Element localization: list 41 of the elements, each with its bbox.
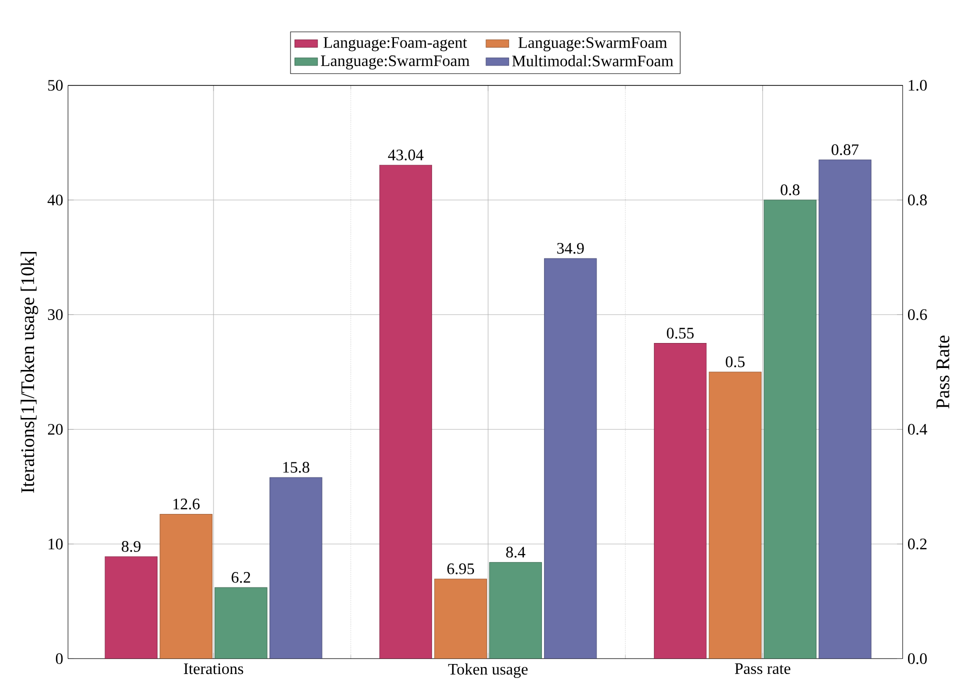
legend-label: Language:Foam-agent (324, 37, 468, 52)
x-tick-label: Iterations (184, 663, 244, 674)
legend-label: Language:SwarmFoam (320, 55, 470, 70)
y2-tick-label: 0.4 (908, 424, 928, 435)
data-label: 12.6 (173, 498, 200, 510)
bar (379, 164, 432, 659)
data-label: 34.9 (557, 242, 584, 254)
data-label: 6.2 (232, 572, 250, 583)
y2-tick-label: 0.0 (908, 653, 927, 664)
y-tick-label: 40 (48, 194, 63, 206)
bar (104, 556, 158, 659)
data-label: 15.8 (283, 462, 310, 473)
data-label: 8.4 (506, 546, 526, 558)
y2-tick-label: 0.2 (908, 538, 927, 550)
x-tick-label: Pass rate (734, 663, 790, 674)
y-tick-label: 50 (48, 80, 63, 91)
bar (544, 258, 597, 659)
y2-tick-label: 1.0 (908, 80, 927, 91)
bar (434, 578, 487, 659)
bar (489, 562, 542, 659)
y2-tick-label: 0.6 (908, 309, 927, 320)
data-label: 0.87 (832, 144, 859, 156)
data-label: 0.55 (666, 328, 694, 339)
data-label: 0.5 (726, 356, 745, 368)
data-label: 43.04 (388, 150, 424, 160)
bar (160, 514, 212, 659)
bar (214, 587, 268, 659)
y-tick-label: 0 (56, 653, 63, 664)
legend-label: Language:SwarmFoam (518, 37, 668, 52)
y-tick-label: 10 (48, 538, 63, 550)
bar (270, 477, 322, 659)
data-label: 8.9 (122, 541, 140, 552)
y-tick-label: 20 (48, 424, 63, 435)
y-tick-label: 30 (48, 309, 63, 320)
legend-label: Multimodal:SwarmFoam (512, 55, 674, 66)
y2-tick-label: 0.8 (908, 194, 927, 206)
y-axis-title: Iterations[1]/Token usage [10k] (20, 252, 38, 493)
x-tick-label: Token usage (448, 663, 528, 678)
data-label: 0.8 (780, 184, 800, 196)
data-label: 6.95 (447, 563, 474, 574)
y2-axis-title: Pass Rate (936, 336, 950, 409)
